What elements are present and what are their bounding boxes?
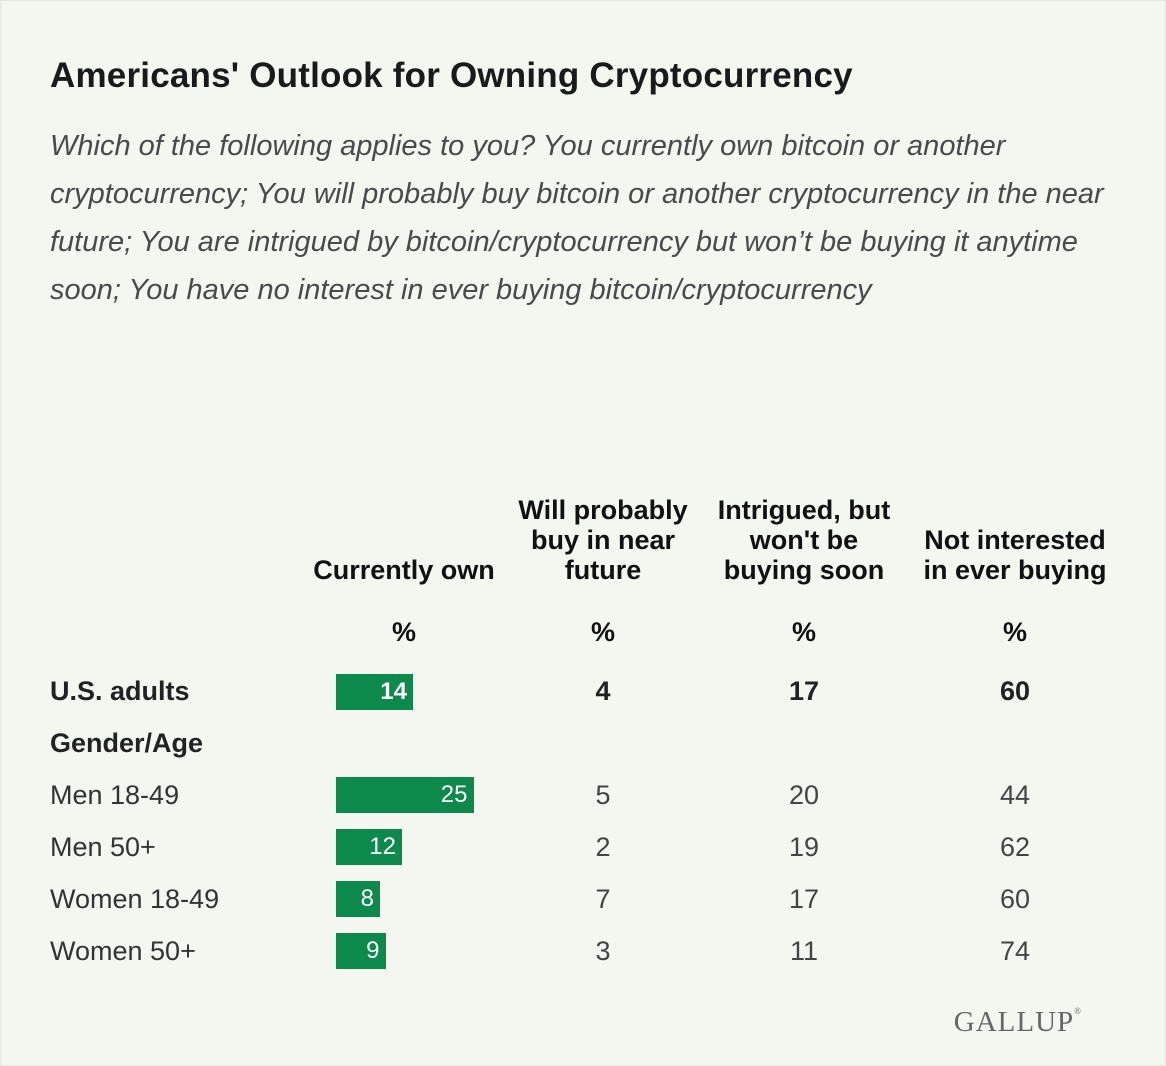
cell-intrigued: 17 (788, 676, 820, 706)
bar-value-label: 12 (369, 833, 396, 860)
row-label-women-50-plus: Women 50+ (50, 936, 196, 966)
bar-value-label: 14 (380, 678, 407, 705)
bar-currently-own: 12 (336, 829, 402, 865)
registered-mark-icon: ® (1074, 1006, 1082, 1016)
bar-value-label: 25 (440, 781, 468, 808)
unit-label-intrigued: % (791, 617, 816, 647)
column-header-will-probably-buy: Will probably buy in near future (518, 495, 688, 585)
column-header-currently-own: Currently own (313, 555, 495, 585)
cell-will-probably-buy: 3 (595, 936, 611, 966)
bar-currently-own: 9 (336, 933, 386, 969)
cell-will-probably-buy: 7 (595, 884, 611, 914)
cell-will-probably-buy: 5 (595, 780, 611, 810)
gallup-logo-text: GALLUP (953, 1006, 1075, 1038)
unit-label-will-probably-buy: % (590, 617, 615, 647)
cell-not-interested: 62 (999, 832, 1031, 862)
cell-not-interested: 60 (999, 676, 1031, 706)
chart-subtitle: Which of the following applies to you? Y… (50, 130, 1104, 306)
row-label-women-18-49: Women 18-49 (50, 884, 220, 914)
unit-label-not-interested: % (1002, 617, 1027, 647)
bar-currently-own: 14 (336, 674, 413, 710)
cell-will-probably-buy: 2 (595, 832, 611, 862)
cell-intrigued: 11 (789, 936, 819, 966)
cell-not-interested: 44 (999, 780, 1031, 810)
gallup-logo: GALLUP® (954, 1006, 1082, 1039)
cell-intrigued: 17 (788, 884, 820, 914)
row-label-us-adults: U.S. adults (50, 676, 190, 706)
group-label-gender-age: Gender/Age (50, 728, 204, 758)
cell-intrigued: 19 (788, 832, 820, 862)
column-header-not-interested: Not interested in ever buying (923, 525, 1107, 585)
bar-currently-own: 25 (336, 777, 474, 813)
cell-not-interested: 74 (999, 936, 1031, 966)
unit-label-currently-own: % (391, 617, 416, 647)
bar-value-label: 8 (360, 885, 374, 912)
row-label-men-18-49: Men 18-49 (50, 780, 180, 810)
cell-not-interested: 60 (999, 884, 1031, 914)
chart-title: Americans' Outlook for Owning Cryptocurr… (50, 56, 853, 95)
cell-intrigued: 20 (788, 780, 820, 810)
bar-value-label: 9 (366, 937, 380, 964)
row-label-men-50-plus: Men 50+ (50, 832, 156, 862)
column-header-intrigued: Intrigued, but won't be buying soon (717, 495, 891, 585)
cell-will-probably-buy: 4 (595, 676, 611, 706)
bar-currently-own: 8 (336, 881, 380, 917)
